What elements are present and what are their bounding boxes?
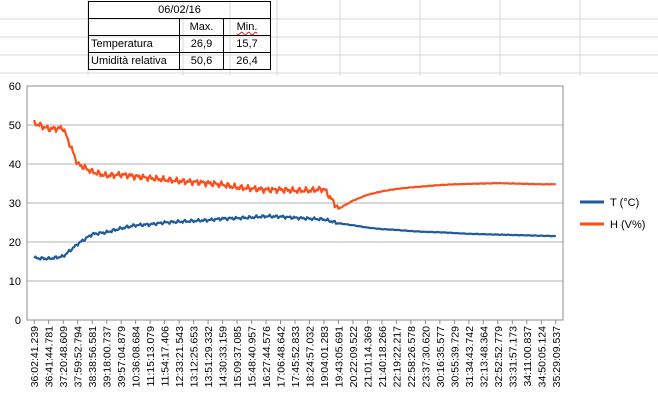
x-tick-label: 35:29:09.537 xyxy=(551,326,563,387)
summary-header-empty xyxy=(88,18,180,36)
x-tick-label: 19:43:05.691 xyxy=(333,326,345,387)
summary-row-label: Temperatura xyxy=(88,35,180,53)
x-tick-label: 17:06:48.642 xyxy=(276,326,288,387)
y-tick-label: 60 xyxy=(9,81,21,93)
x-tick-label: 31:34:43.742 xyxy=(464,326,476,387)
x-tick-label: 10:36:08.684 xyxy=(131,326,143,387)
x-tick-label: 23:37:30.620 xyxy=(420,326,432,387)
y-tick-label: 50 xyxy=(9,120,21,132)
x-tick-label: 17:45:52.833 xyxy=(290,326,302,387)
x-tick-label: 30:55:39.729 xyxy=(449,326,461,387)
summary-row-max: 26,9 xyxy=(179,35,224,53)
y-tick-label: 10 xyxy=(9,276,21,288)
x-tick-label: 12:33:21.543 xyxy=(174,326,186,387)
x-tick-label: 18:24:57.032 xyxy=(304,326,316,387)
summary-header-row: Max. Min. xyxy=(88,18,271,36)
x-tick-label: 37:20:48.609 xyxy=(58,326,70,387)
x-tick-label: 36:41:44.781 xyxy=(44,326,56,387)
legend-label: H (V%) xyxy=(610,219,645,231)
summary-row-max: 50,6 xyxy=(179,52,224,70)
x-tick-label: 39:57:04.879 xyxy=(116,326,128,387)
x-tick-label: 21:01:14.369 xyxy=(362,326,374,387)
summary-row-temperature: Temperatura 26,9 15,7 xyxy=(88,35,271,53)
summary-row-humidity: Umidità relativa 50,6 26,4 xyxy=(88,52,271,70)
summary-date: 06/02/16 xyxy=(88,1,271,19)
y-tick-label: 20 xyxy=(9,237,21,249)
summary-header-max: Max. xyxy=(179,18,224,36)
chart-legend: T (°C) H (V%) xyxy=(580,197,645,231)
x-tick-label: 20:22:09.522 xyxy=(348,326,360,387)
x-tick-label: 39:18:00.737 xyxy=(102,326,114,387)
x-tick-label: 22:19:22.217 xyxy=(391,326,403,387)
chart-series xyxy=(33,119,556,261)
x-tick-label: 21:40:18.266 xyxy=(377,326,389,387)
x-axis-ticks: 36:02:41.239 36:41:44.781 37:20:48.609 37:5… xyxy=(29,320,563,387)
x-tick-label: 15:09:37.085 xyxy=(232,326,244,387)
x-tick-label: 32:13:48.364 xyxy=(478,326,490,387)
summary-table: 06/02/16 Max. Min. Temperatura 26,9 15,7… xyxy=(88,1,271,70)
x-tick-label: 14:30:33.159 xyxy=(218,326,230,387)
x-tick-label: 38:38:56.581 xyxy=(87,326,99,387)
legend-label: T (°C) xyxy=(610,197,639,209)
x-tick-label: 13:12:25.653 xyxy=(189,326,201,387)
y-tick-label: 30 xyxy=(9,198,21,210)
x-tick-label: 36:02:41.239 xyxy=(29,326,41,387)
y-tick-label: 40 xyxy=(9,159,21,171)
y-axis-ticks: 0 10 20 30 40 50 60 xyxy=(9,81,21,327)
x-tick-label: 33:31:57.173 xyxy=(507,326,519,387)
x-tick-label: 19:04:01.283 xyxy=(319,326,331,387)
x-tick-label: 37:59:52.794 xyxy=(73,326,85,387)
chart-gridlines xyxy=(26,85,564,321)
summary-row-min: 26,4 xyxy=(223,52,271,70)
x-tick-label: 15:48:40.957 xyxy=(247,326,259,387)
summary-row-min: 15,7 xyxy=(223,35,271,53)
y-tick-label: 0 xyxy=(15,315,21,327)
x-tick-label: 30:16:35.577 xyxy=(435,326,447,387)
x-tick-label: 32:52:52.779 xyxy=(493,326,505,387)
x-tick-label: 13:51:29.332 xyxy=(203,326,215,387)
summary-date-row: 06/02/16 xyxy=(88,1,271,19)
x-tick-label: 34:50:05.124 xyxy=(536,326,548,387)
summary-header-min: Min. xyxy=(223,18,271,36)
series-line xyxy=(33,119,556,210)
summary-row-label: Umidità relativa xyxy=(88,52,180,70)
series-line xyxy=(33,213,556,261)
x-tick-label: 11:54:17.406 xyxy=(160,326,172,387)
summary-header-min-text: Min. xyxy=(236,21,258,33)
x-tick-label: 16:27:44.576 xyxy=(261,326,273,387)
x-tick-label: 11:15:13.079 xyxy=(145,326,157,387)
x-tick-label: 34:11:00.837 xyxy=(522,326,534,387)
x-tick-label: 22:58:26.578 xyxy=(406,326,418,387)
